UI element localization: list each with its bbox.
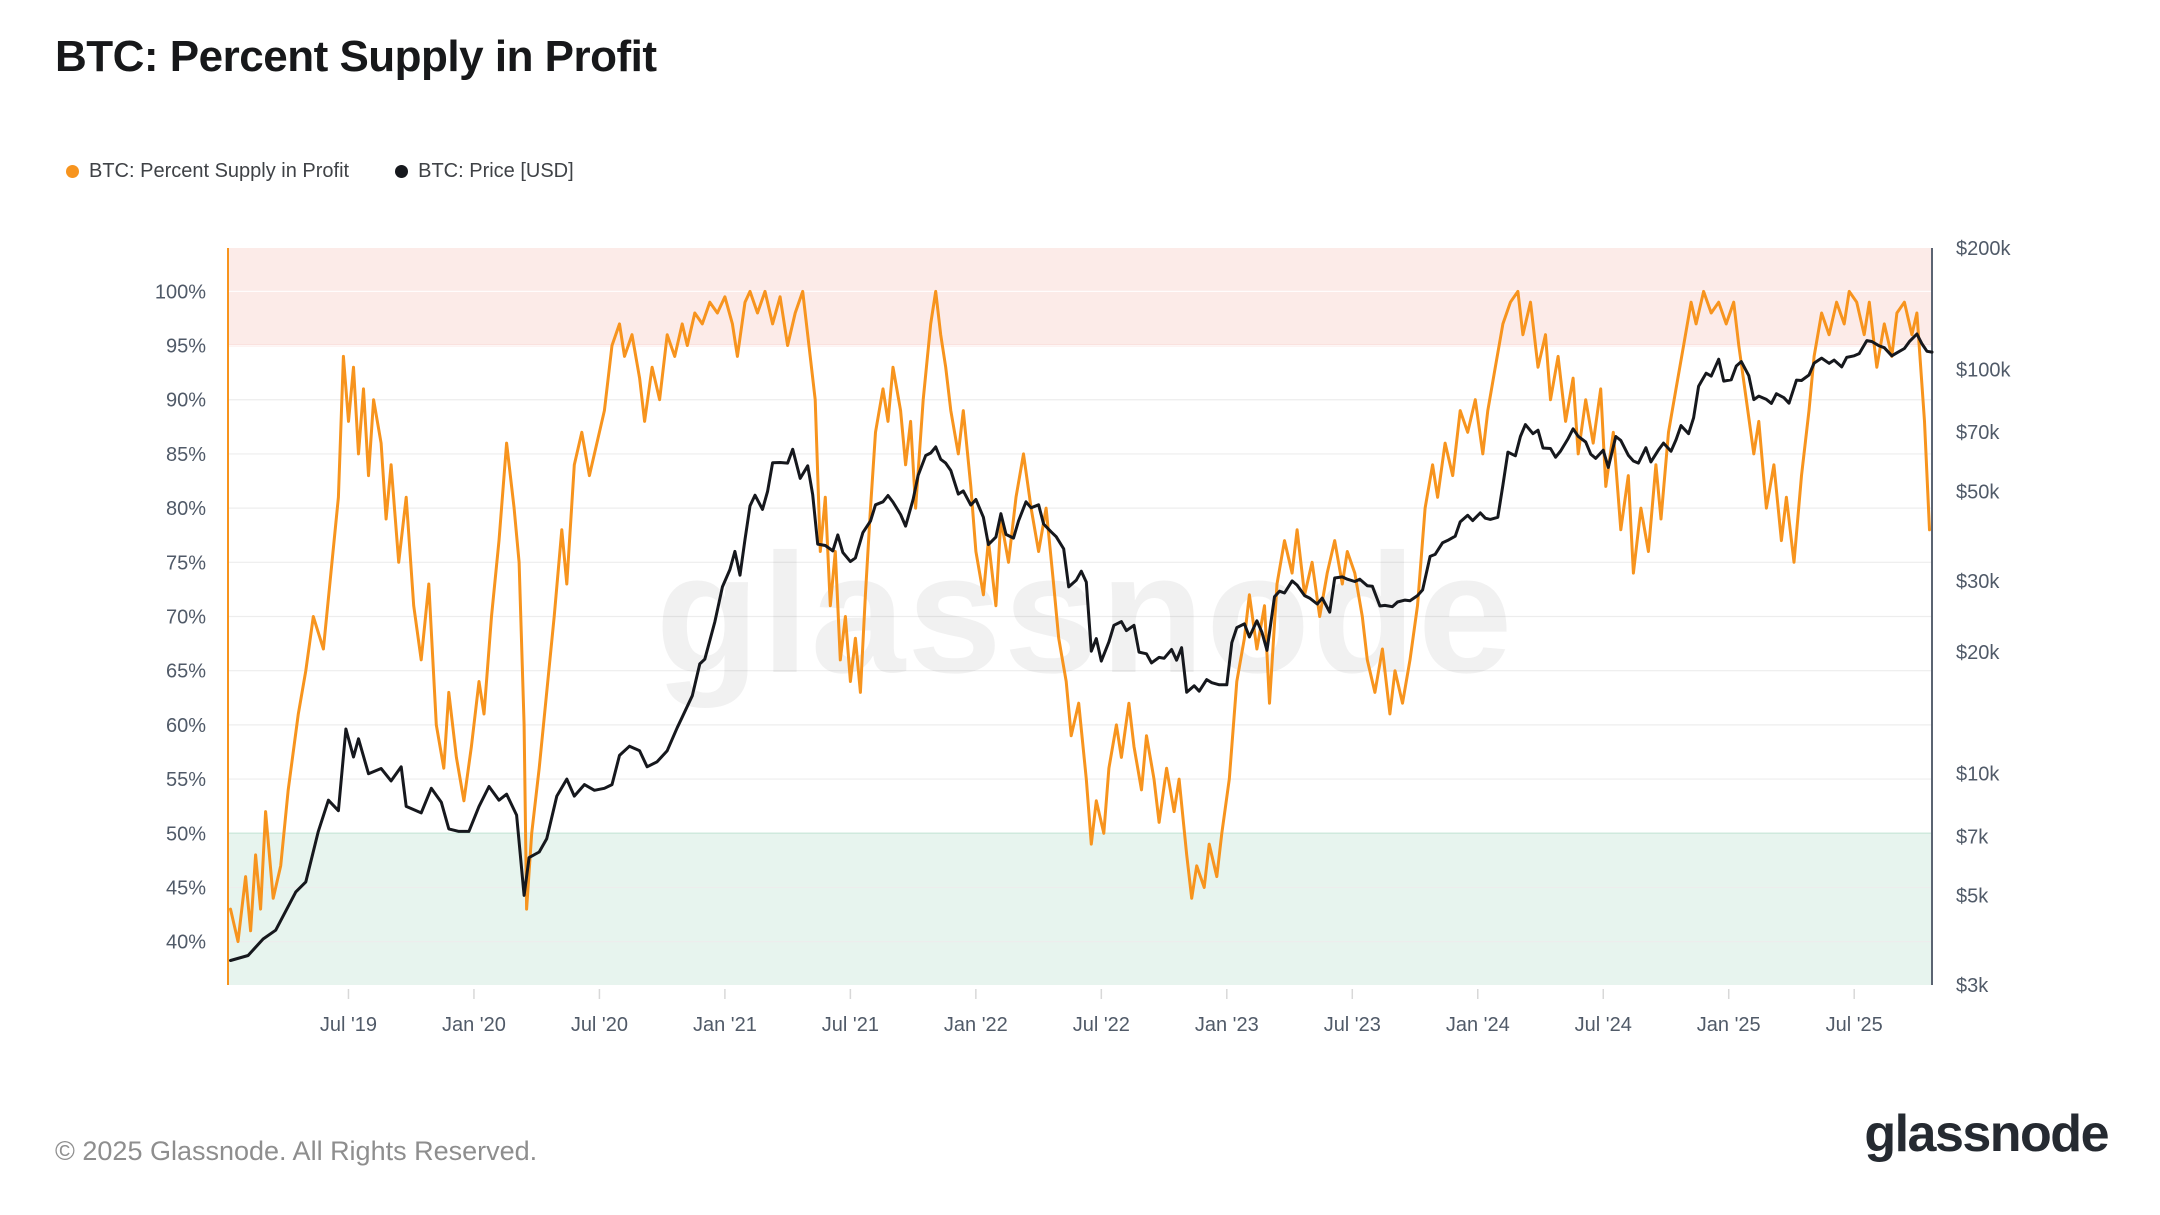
series-supply-in-profit [229,289,1931,944]
svg-text:$50k: $50k [1956,481,2000,503]
svg-text:100%: 100% [155,281,206,303]
svg-text:Jul '20: Jul '20 [571,1014,628,1036]
shaded-bands [228,248,1932,985]
legend-dot-black-icon [395,165,409,178]
svg-text:$30k: $30k [1956,571,2000,593]
svg-text:55%: 55% [166,769,206,791]
chart-legend: BTC: Percent Supply in Profit BTC: Price… [66,160,574,183]
svg-text:Jul '25: Jul '25 [1826,1014,1883,1036]
svg-text:Jul '24: Jul '24 [1575,1014,1632,1036]
svg-text:$70k: $70k [1956,422,2000,444]
svg-text:$10k: $10k [1956,764,2000,786]
svg-text:95%: 95% [166,336,206,358]
page-title: BTC: Percent Supply in Profit [55,32,657,81]
svg-text:Jul '22: Jul '22 [1073,1014,1130,1036]
svg-text:80%: 80% [166,498,206,520]
svg-text:$200k: $200k [1956,238,2011,260]
svg-text:Jan '21: Jan '21 [693,1014,757,1036]
svg-text:85%: 85% [166,444,206,466]
svg-text:glassnode: glassnode [656,519,1515,709]
svg-text:Jul '23: Jul '23 [1324,1014,1381,1036]
svg-text:90%: 90% [166,390,206,412]
left-axis-labels: 100% 95% 90% 85% 80% 75% 70% 65% 60% 55% 50% 45% 40% [155,281,206,953]
svg-text:$100k: $100k [1956,360,2011,382]
svg-text:40%: 40% [166,932,206,954]
watermark: glassnode [656,519,1515,709]
copyright-text: © 2025 Glassnode. All Rights Reserved. [55,1136,538,1166]
legend-item-price[interactable]: BTC: Price [USD] [395,160,574,183]
legend-dot-orange-icon [66,165,79,178]
right-axis-labels: $200k $100k $70k $50k $30k $20k $10k $7k $5k $3k [1956,238,2011,997]
x-axis: Jul '19 Jan '20 Jul '20 Jan '21 Jul '21 Jan '… [320,989,1883,1036]
svg-text:45%: 45% [166,877,206,899]
svg-text:Jan '20: Jan '20 [442,1014,506,1036]
legend-label: BTC: Percent Supply in Profit [89,160,350,182]
glassnode-logo[interactable]: glassnode [1864,1105,2109,1163]
svg-text:Jan '23: Jan '23 [1195,1014,1259,1036]
svg-text:Jan '25: Jan '25 [1697,1014,1761,1036]
svg-text:Jan '24: Jan '24 [1446,1014,1510,1036]
svg-text:$20k: $20k [1956,642,2000,664]
svg-text:$5k: $5k [1956,885,1989,907]
svg-text:$3k: $3k [1956,975,1989,997]
chart-canvas[interactable]: glassnode 100% 95% 90% 85% 80% 75% 70% 65% 60% 55%… [0,0,2160,1080]
legend-label: BTC: Price [USD] [418,160,574,182]
axis-spines [227,248,1933,985]
svg-text:Jul '21: Jul '21 [822,1014,879,1036]
legend-item-supply-in-profit[interactable]: BTC: Percent Supply in Profit [66,160,349,183]
svg-text:65%: 65% [166,661,206,683]
svg-text:50%: 50% [166,823,206,845]
svg-text:70%: 70% [166,607,206,629]
svg-text:Jan '22: Jan '22 [944,1014,1008,1036]
series-price [229,332,1934,962]
svg-text:$7k: $7k [1956,826,1989,848]
svg-text:60%: 60% [166,715,206,737]
svg-text:75%: 75% [166,552,206,574]
svg-text:Jul '19: Jul '19 [320,1014,377,1036]
